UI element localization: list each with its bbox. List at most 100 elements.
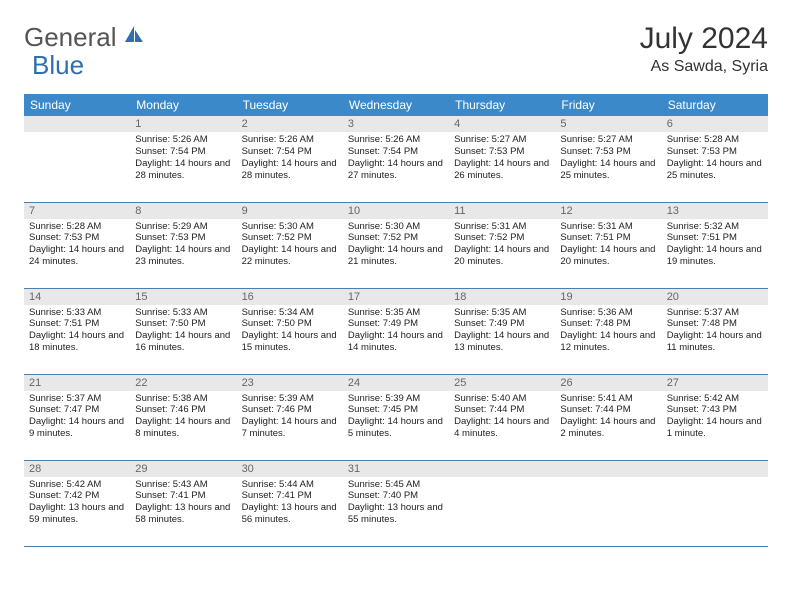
daylight-text: Daylight: 14 hours and 11 minutes. [667, 330, 763, 354]
day-number: 21 [24, 375, 130, 391]
calendar-cell: 10Sunrise: 5:30 AMSunset: 7:52 PMDayligh… [343, 202, 449, 288]
sunrise-text: Sunrise: 5:26 AM [242, 134, 338, 146]
daylight-text: Daylight: 14 hours and 20 minutes. [560, 244, 656, 268]
sunrise-text: Sunrise: 5:37 AM [667, 307, 763, 319]
sunset-text: Sunset: 7:40 PM [348, 490, 444, 502]
sunrise-text: Sunrise: 5:28 AM [29, 221, 125, 233]
day-number: 12 [555, 203, 661, 219]
sunset-text: Sunset: 7:53 PM [454, 146, 550, 158]
daylight-text: Daylight: 14 hours and 2 minutes. [560, 416, 656, 440]
sunset-text: Sunset: 7:53 PM [29, 232, 125, 244]
calendar-cell: 30 Sunrise: 5:44 AMSunset: 7:41 PMDayligh… [237, 460, 343, 546]
calendar-cell: 5Sunrise: 5:27 AMSunset: 7:53 PMDaylight… [555, 116, 661, 202]
daylight-text: Daylight: 14 hours and 15 minutes. [242, 330, 338, 354]
sunrise-text: Sunrise: 5:44 AM [242, 479, 338, 491]
sunset-text: Sunset: 7:51 PM [667, 232, 763, 244]
sunset-text: Sunset: 7:51 PM [560, 232, 656, 244]
sunset-text: Sunset: 7:50 PM [135, 318, 231, 330]
day-content: Sunrise: 5:40 AMSunset: 7:44 PMDaylight:… [449, 391, 555, 445]
weekday-header-row: SundayMondayTuesdayWednesdayThursdayFrid… [24, 94, 768, 116]
daylight-text: Daylight: 14 hours and 23 minutes. [135, 244, 231, 268]
daylight-text: Daylight: 14 hours and 16 minutes. [135, 330, 231, 354]
sunrise-text: Sunrise: 5:33 AM [135, 307, 231, 319]
sunrise-text: Sunrise: 5:32 AM [667, 221, 763, 233]
month-title: July 2024 [640, 22, 768, 56]
day-number: 29 [130, 461, 236, 477]
calendar-cell: 23Sunrise: 5:39 AMSunset: 7:46 PMDayligh… [237, 374, 343, 460]
day-number: 30 [237, 461, 343, 477]
sunset-text: Sunset: 7:51 PM [29, 318, 125, 330]
day-content: Sunrise: 5:35 AMSunset: 7:49 PMDaylight:… [449, 305, 555, 359]
calendar-cell: 24Sunrise: 5:39 AMSunset: 7:45 PMDayligh… [343, 374, 449, 460]
sunset-text: Sunset: 7:54 PM [348, 146, 444, 158]
sunset-text: Sunset: 7:46 PM [135, 404, 231, 416]
title-block: July 2024 As Sawda, Syria [640, 22, 768, 76]
daylight-text: Daylight: 13 hours and 56 minutes. [242, 502, 338, 526]
day-number: 11 [449, 203, 555, 219]
sunrise-text: Sunrise: 5:43 AM [135, 479, 231, 491]
sunrise-text: Sunrise: 5:40 AM [454, 393, 550, 405]
sunrise-text: Sunrise: 5:27 AM [560, 134, 656, 146]
day-number: 15 [130, 289, 236, 305]
calendar-cell: 25Sunrise: 5:40 AMSunset: 7:44 PMDayligh… [449, 374, 555, 460]
day-content: Sunrise: 5:26 AMSunset: 7:54 PMDaylight:… [237, 132, 343, 186]
sunrise-text: Sunrise: 5:38 AM [135, 393, 231, 405]
sunrise-text: Sunrise: 5:35 AM [454, 307, 550, 319]
sunrise-text: Sunrise: 5:34 AM [242, 307, 338, 319]
sunset-text: Sunset: 7:49 PM [454, 318, 550, 330]
daylight-text: Daylight: 14 hours and 24 minutes. [29, 244, 125, 268]
calendar-cell: 9Sunrise: 5:30 AMSunset: 7:52 PMDaylight… [237, 202, 343, 288]
calendar-cell [449, 460, 555, 546]
sunrise-text: Sunrise: 5:42 AM [667, 393, 763, 405]
sunset-text: Sunset: 7:41 PM [242, 490, 338, 502]
calendar-row: 28 Sunrise: 5:42 AMSunset: 7:42 PM Dayligh… [24, 460, 768, 546]
day-number: 17 [343, 289, 449, 305]
sunset-text: Sunset: 7:42 PM [29, 490, 125, 502]
calendar-cell: 8Sunrise: 5:29 AMSunset: 7:53 PMDaylight… [130, 202, 236, 288]
calendar-cell: 26Sunrise: 5:41 AMSunset: 7:44 PMDayligh… [555, 374, 661, 460]
sunrise-text: Sunrise: 5:29 AM [135, 221, 231, 233]
day-number: 31 [343, 461, 449, 477]
day-number: 8 [130, 203, 236, 219]
day-number: 6 [662, 116, 768, 132]
weekday-header: Tuesday [237, 94, 343, 116]
daylight-text: Daylight: 14 hours and 1 minute. [667, 416, 763, 440]
sunrise-text: Sunrise: 5:27 AM [454, 134, 550, 146]
sunrise-text: Sunrise: 5:26 AM [135, 134, 231, 146]
sunrise-text: Sunrise: 5:30 AM [348, 221, 444, 233]
day-content: Sunrise: 5:28 AMSunset: 7:53 PMDaylight:… [662, 132, 768, 186]
calendar-cell: 27Sunrise: 5:42 AMSunset: 7:43 PMDayligh… [662, 374, 768, 460]
weekday-header: Friday [555, 94, 661, 116]
day-number: 14 [24, 289, 130, 305]
day-content: Sunrise: 5:36 AMSunset: 7:48 PMDaylight:… [555, 305, 661, 359]
day-content: Sunrise: 5:37 AMSunset: 7:47 PMDaylight:… [24, 391, 130, 445]
sunrise-text: Sunrise: 5:28 AM [667, 134, 763, 146]
calendar-cell: 15 Sunrise: 5:33 AMSunset: 7:50 PMDayligh… [130, 288, 236, 374]
sunset-text: Sunset: 7:43 PM [667, 404, 763, 416]
calendar-cell: 16Sunrise: 5:34 AMSunset: 7:50 PMDayligh… [237, 288, 343, 374]
daylight-text: Daylight: 13 hours and 55 minutes. [348, 502, 444, 526]
logo-text-general: General [24, 22, 117, 53]
sunset-text: Sunset: 7:54 PM [135, 146, 231, 158]
sunset-text: Sunset: 7:46 PM [242, 404, 338, 416]
daylight-text: Daylight: 14 hours and 28 minutes. [135, 158, 231, 182]
sunrise-text: Sunrise: 5:42 AM [29, 479, 125, 491]
daylight-text: Daylight: 14 hours and 9 minutes. [29, 416, 125, 440]
daylight-text: Daylight: 13 hours and 58 minutes. [135, 502, 231, 526]
sunrise-text: Sunrise: 5:37 AM [29, 393, 125, 405]
day-number: 24 [343, 375, 449, 391]
day-number: 23 [237, 375, 343, 391]
day-number: 25 [449, 375, 555, 391]
calendar-cell: 20Sunrise: 5:37 AMSunset: 7:48 PMDayligh… [662, 288, 768, 374]
header: General Blue July 2024 As Sawda, Syria [24, 22, 768, 76]
day-number: 28 [24, 461, 130, 477]
logo-text-blue: Blue [32, 50, 84, 80]
day-number: 22 [130, 375, 236, 391]
day-number: 1 [130, 116, 236, 132]
sunrise-text: Sunrise: 5:30 AM [242, 221, 338, 233]
logo-blue-row: Blue [32, 50, 84, 81]
day-number: 26 [555, 375, 661, 391]
day-number: 7 [24, 203, 130, 219]
day-content: Sunrise: 5:31 AMSunset: 7:51 PMDaylight:… [555, 219, 661, 273]
day-number: 9 [237, 203, 343, 219]
